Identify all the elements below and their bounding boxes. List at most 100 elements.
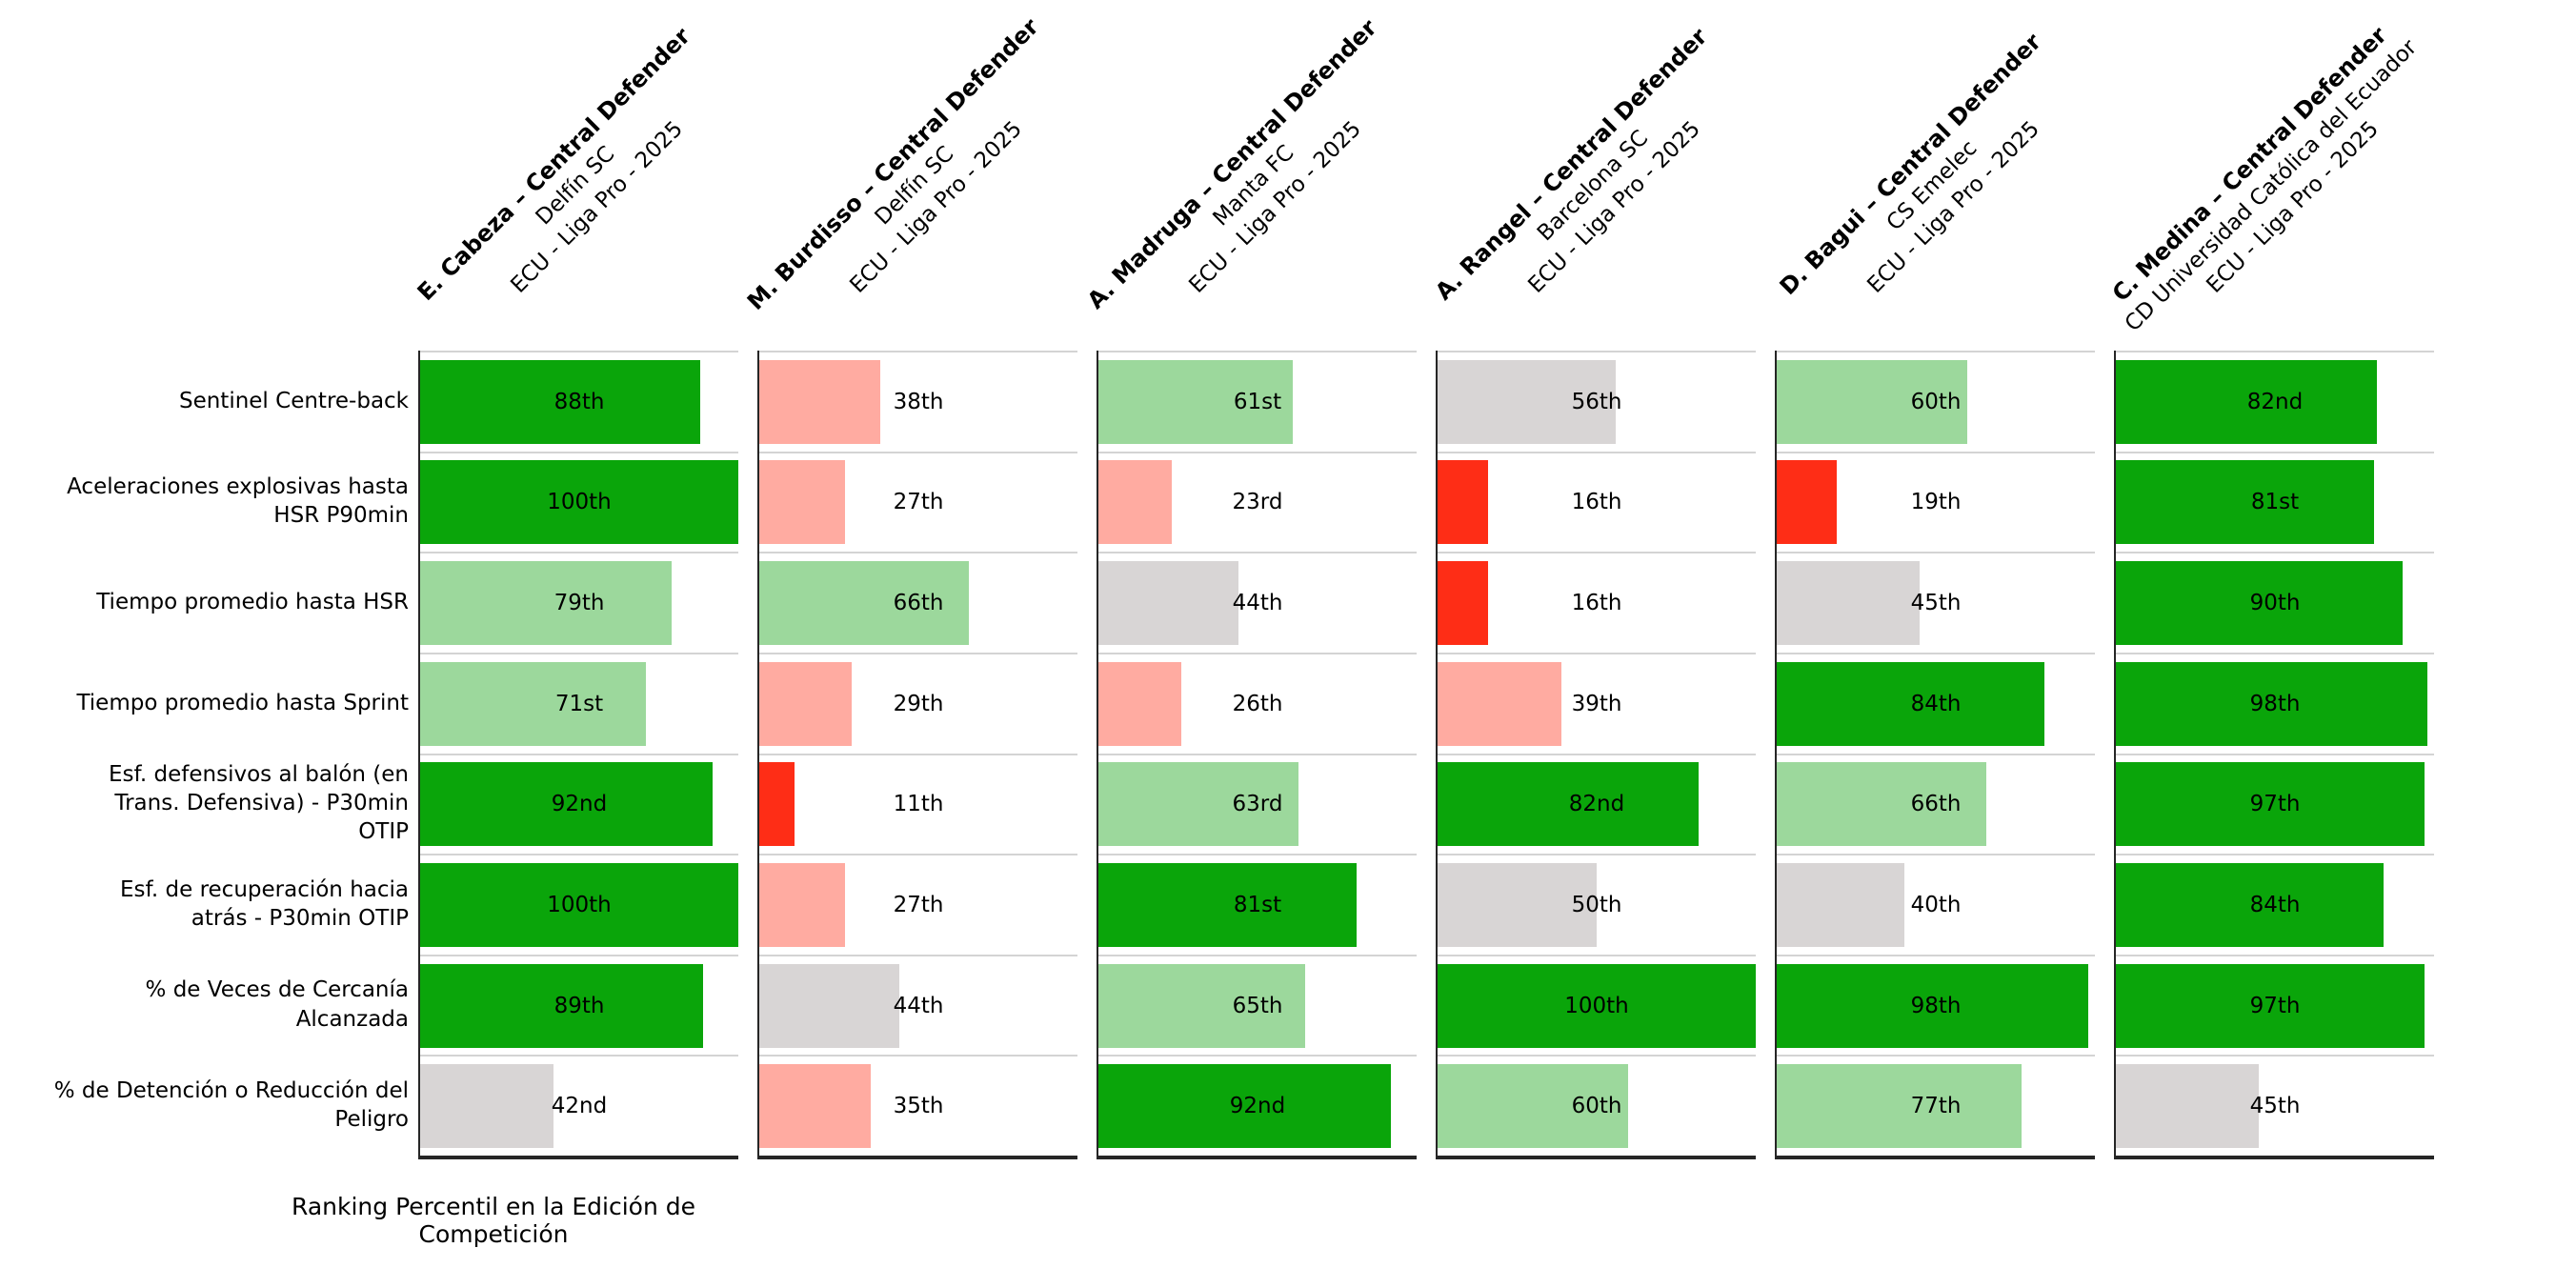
percentile-bar (1098, 661, 1181, 746)
percentile-row: 66th (1777, 753, 2095, 855)
percentile-bar (759, 1064, 871, 1149)
player-league: ECU - Liga Pro - 2025 (845, 116, 1027, 298)
percentile-label: 79th (553, 591, 605, 616)
percentile-row: 63rd (1098, 753, 1417, 855)
metric-label: Tiempo promedio hasta Sprint (76, 690, 409, 715)
percentile-label: 29th (893, 691, 944, 716)
percentile-row: 42nd (420, 1055, 738, 1156)
percentile-row: 71st (420, 652, 738, 754)
percentile-bar (420, 661, 647, 746)
player-header: A. Madruga – Central Defender Manta FC ECU… (1066, 0, 1440, 373)
percentile-bar (759, 359, 880, 444)
percentile-bar (420, 460, 738, 545)
player-league: ECU - Liga Pro - 2025 (506, 116, 688, 298)
percentile-label: 82nd (2246, 389, 2304, 414)
percentile-bar (2116, 561, 2403, 646)
percentile-label: 19th (1910, 490, 1962, 515)
player-team: Delfín SC (870, 141, 959, 231)
percentile-bar (2116, 359, 2377, 444)
metric-label: Tiempo promedio hasta HSR (96, 589, 409, 614)
percentile-bar (1098, 1064, 1392, 1149)
percentile-label: 38th (893, 389, 944, 414)
percentile-row: 77th (1777, 1055, 2095, 1156)
percentile-row: 44th (1098, 552, 1417, 653)
percentile-label: 71st (554, 691, 604, 716)
player-league: ECU - Liga Pro - 2025 (2202, 116, 2384, 298)
percentile-bar (1438, 661, 1562, 746)
percentile-row: 23rd (1098, 451, 1417, 553)
percentile-bar (759, 661, 852, 746)
metric-label: Esf. de recuperación hacia atrás - P30mi… (119, 876, 409, 931)
percentile-bar (1777, 460, 1838, 545)
percentile-label: 60th (1571, 1094, 1622, 1119)
percentile-row: 38th (759, 351, 1077, 452)
percentile-bar (2116, 661, 2428, 746)
percentile-row: 98th (1777, 954, 2095, 1056)
percentile-label: 61st (1233, 389, 1282, 414)
metric-label: Sentinel Centre-back (178, 388, 409, 413)
percentile-label: 27th (893, 490, 944, 515)
percentile-label: 100th (547, 892, 612, 917)
percentile-row: 100th (420, 854, 738, 955)
percentile-bar (420, 963, 704, 1048)
percentile-bar (1098, 561, 1238, 646)
percentile-label: 44th (893, 993, 944, 1018)
metric-label: Esf. defensivos al balón (en Trans. Defe… (108, 761, 409, 845)
percentile-bar (1777, 963, 2089, 1048)
percentile-bar (420, 561, 672, 646)
player-name: A. Rangel – Central Defender (1430, 23, 1713, 306)
player-header: M. Burdisso – Central Defender Delfín SC E… (727, 0, 1101, 373)
percentile-label: 92nd (1229, 1094, 1286, 1119)
percentile-bar (1098, 460, 1172, 545)
percentile-label: 81st (2250, 490, 2300, 515)
percentile-bar (2116, 862, 2384, 947)
percentile-row: 92nd (1098, 1055, 1417, 1156)
percentile-bar (1777, 561, 1921, 646)
percentile-bar (1777, 1064, 2023, 1149)
percentile-row: 82nd (1438, 753, 1756, 855)
percentile-label: 98th (2249, 691, 2301, 716)
percentile-bar (1438, 561, 1489, 646)
player-league: ECU - Liga Pro - 2025 (1862, 116, 2044, 298)
percentile-row: 60th (1438, 1055, 1756, 1156)
player-name: C. Medina – Central Defender (2106, 21, 2392, 307)
percentile-label: 35th (893, 1094, 944, 1119)
percentile-label: 89th (553, 993, 605, 1018)
player-header: A. Rangel – Central Defender Barcelona SC… (1405, 0, 1780, 373)
percentile-row: 90th (2116, 552, 2434, 653)
percentile-label: 66th (1910, 792, 1962, 817)
player-team: CD Universidad Católica del Ecuador (2120, 34, 2423, 337)
percentile-bar (1098, 862, 1357, 947)
percentile-row: 89th (420, 954, 738, 1056)
percentile-label: 16th (1571, 490, 1622, 515)
percentile-bar (420, 762, 714, 847)
percentile-row: 100th (1438, 954, 1756, 1056)
percentile-row: 84th (1777, 652, 2095, 754)
percentile-row: 39th (1438, 652, 1756, 754)
player-name: A. Madruga – Central Defender (1081, 13, 1382, 314)
percentile-label: 40th (1910, 892, 1962, 917)
percentile-row: 56th (1438, 351, 1756, 452)
percentile-label: 45th (2249, 1094, 2301, 1119)
percentile-label: 16th (1571, 591, 1622, 616)
metric-label: % de Veces de Cercanía Alcanzada (145, 977, 409, 1032)
player-name: E. Cabeza – Central Defender (412, 22, 695, 306)
percentile-bar (759, 762, 795, 847)
percentile-label: 90th (2249, 591, 2301, 616)
percentile-row: 27th (759, 854, 1077, 955)
percentile-label: 60th (1910, 389, 1962, 414)
percentile-row: 92nd (420, 753, 738, 855)
percentile-label: 23rd (1232, 490, 1283, 515)
percentile-bar (2116, 1064, 2260, 1149)
percentile-row: 61st (1098, 351, 1417, 452)
percentile-row: 81st (1098, 854, 1417, 955)
percentile-label: 82nd (1568, 792, 1625, 817)
percentile-row: 45th (2116, 1055, 2434, 1156)
percentile-label: 84th (1910, 691, 1962, 716)
player-team: CS Emelec (1882, 135, 1982, 236)
percentile-row: 27th (759, 451, 1077, 553)
player-team: Manta FC (1208, 140, 1299, 231)
percentile-bar (2116, 963, 2425, 1048)
percentile-label: 84th (2249, 892, 2301, 917)
